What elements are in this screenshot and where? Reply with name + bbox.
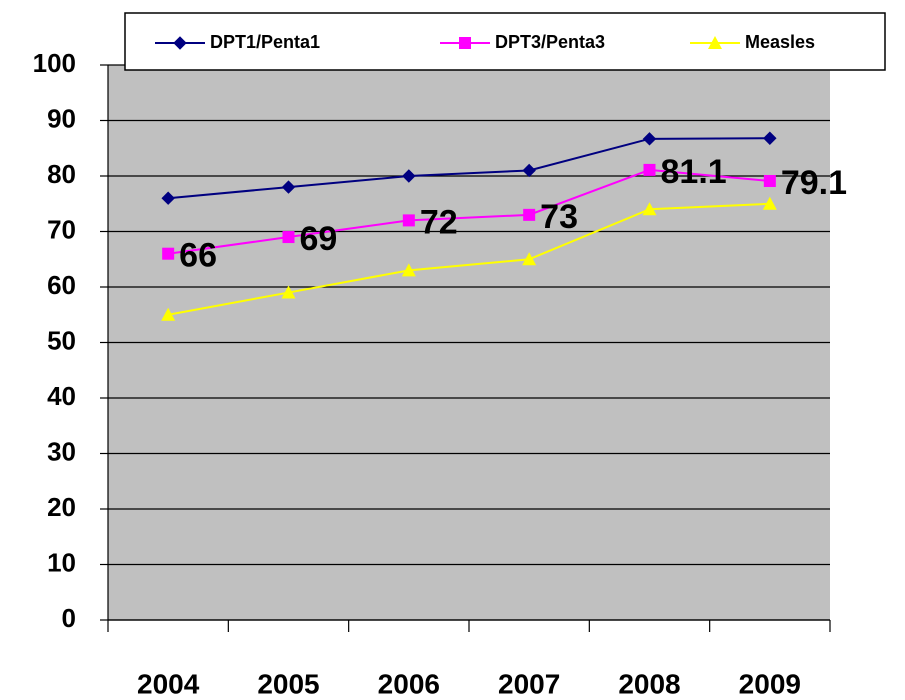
y-tick-label: 30 [47, 436, 76, 466]
x-tick-label: 2008 [618, 668, 680, 699]
data-point [522, 163, 536, 178]
y-tick-label: 80 [47, 159, 76, 189]
x-tick-label: 2007 [498, 668, 560, 699]
data-label: 69 [300, 220, 338, 258]
x-tick-label: 2009 [739, 668, 801, 699]
y-tick-label: 90 [47, 103, 76, 133]
data-point [282, 231, 295, 244]
data-point [643, 163, 656, 176]
data-point [402, 214, 415, 227]
legend [124, 12, 886, 71]
data-point [763, 131, 777, 145]
data-label: 73 [540, 198, 578, 236]
y-tick-label: 50 [47, 325, 76, 355]
legend-label: Measles [745, 32, 815, 52]
y-tick-label: 70 [47, 214, 76, 244]
series-line [167, 202, 770, 316]
y-tick-label: 10 [47, 547, 76, 577]
legend-marker [173, 36, 187, 50]
legend-marker [459, 37, 471, 49]
y-tick-label: 20 [47, 492, 76, 522]
legend-marker [708, 36, 722, 49]
data-label: 81.1 [661, 153, 727, 191]
data-label: 66 [179, 237, 217, 275]
series-line [168, 168, 770, 255]
legend-label: DPT3/Penta3 [495, 32, 605, 52]
legend-label: DPT1/Penta1 [210, 32, 320, 52]
x-tick-label: 2005 [257, 668, 319, 699]
data-label: 72 [420, 203, 458, 241]
data-point [642, 202, 657, 216]
data-point [161, 307, 176, 321]
data-point [402, 169, 416, 183]
series-line [168, 137, 770, 200]
y-tick-label: 100 [33, 48, 76, 78]
data-point [401, 263, 416, 277]
x-tick-label: 2004 [137, 668, 200, 699]
data-point [161, 191, 175, 205]
y-tick-label: 40 [47, 381, 76, 411]
data-point [281, 180, 296, 194]
data-point [762, 196, 777, 210]
y-tick-label: 0 [62, 603, 76, 633]
x-tick-label: 2006 [378, 668, 440, 699]
y-tick-label: 60 [47, 270, 76, 300]
data-point [523, 208, 536, 221]
data-point [522, 252, 537, 266]
data-point [162, 247, 175, 260]
data-label: 79.1 [781, 164, 847, 202]
data-point [763, 174, 776, 187]
data-point [281, 285, 296, 299]
data-point [642, 132, 657, 146]
